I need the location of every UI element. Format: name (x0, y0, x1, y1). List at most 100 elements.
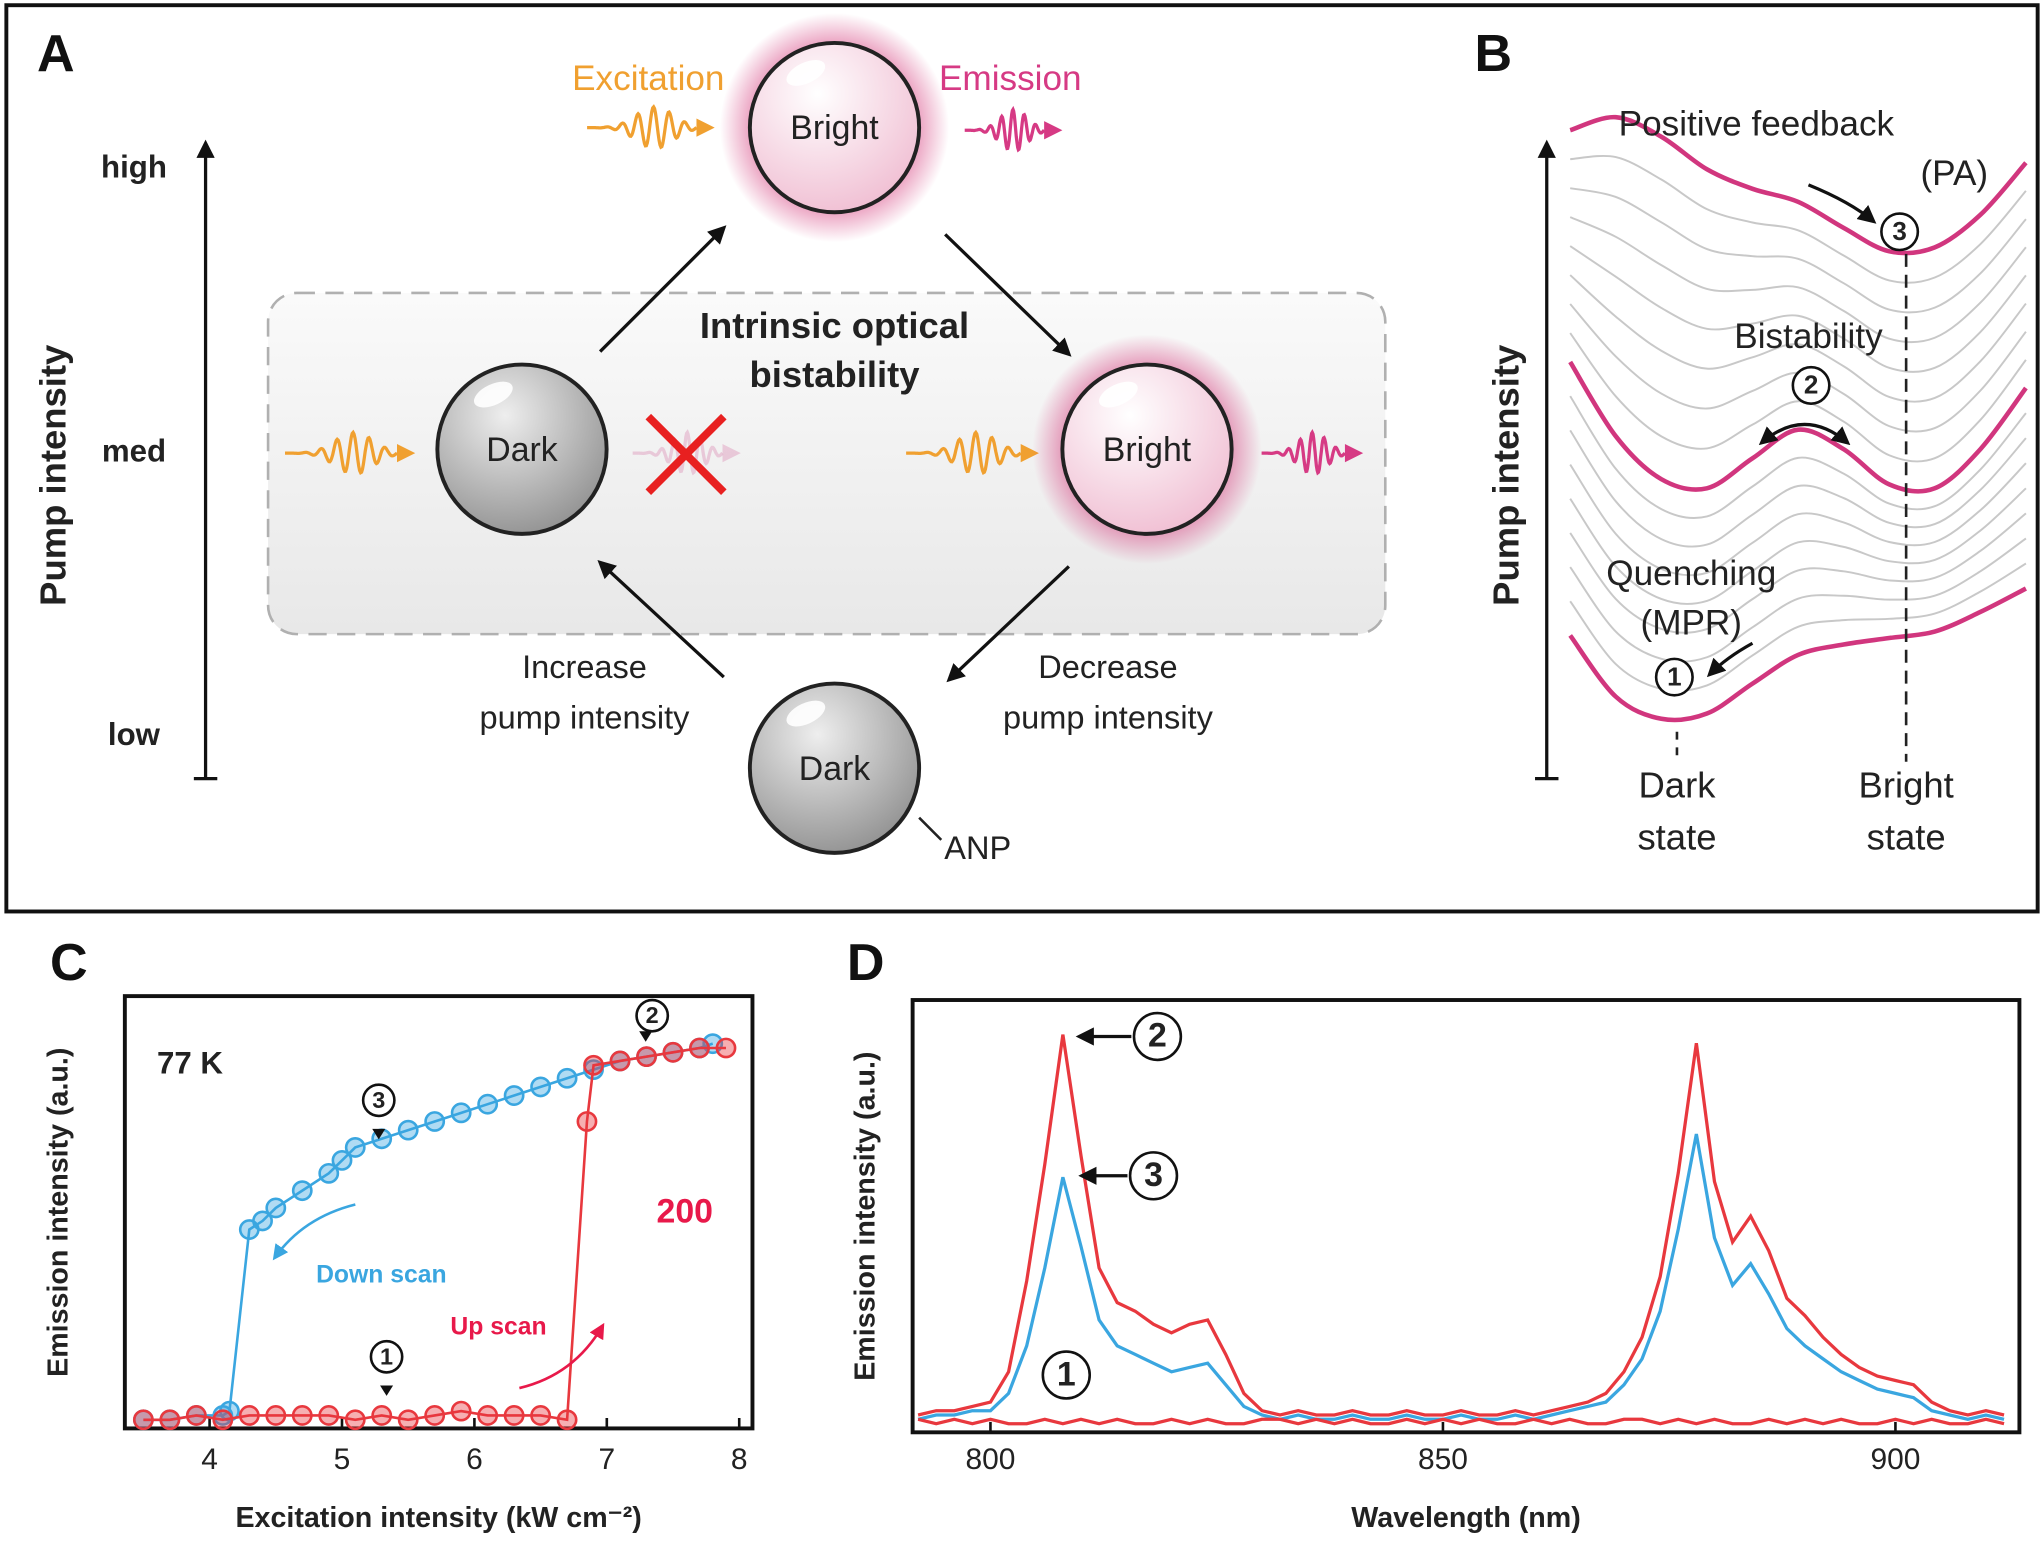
decrease-label: Decrease (1038, 649, 1177, 685)
leader (918, 816, 943, 841)
cross (645, 413, 727, 495)
scan-point (331, 1149, 353, 1171)
scan-point (583, 1054, 604, 1076)
scan-point (344, 1409, 366, 1431)
x-tick-label: 7 (598, 1443, 615, 1476)
scan-point (397, 1409, 419, 1431)
scan-point (715, 1037, 737, 1059)
wave (285, 429, 398, 475)
wave-head (1020, 444, 1039, 463)
landscape-curve (1569, 537, 2027, 663)
landscape-curve (1569, 216, 2027, 344)
level-label: med (102, 433, 166, 468)
step-circle (1654, 657, 1694, 697)
scan-point (503, 1085, 525, 1106)
scan-point (503, 1405, 525, 1426)
spectrum (917, 1133, 2005, 1421)
double-arrow (1758, 423, 1851, 446)
spectrum (917, 1417, 2005, 1426)
scan-point (530, 1405, 552, 1426)
scan-point (556, 1409, 578, 1431)
landscape-highlight (1569, 114, 2028, 256)
scan-point (318, 1405, 340, 1426)
step-number: 2 (646, 1002, 659, 1028)
scan-point (689, 1037, 710, 1059)
x-tick-label: 6 (466, 1443, 483, 1476)
panel-label: C (50, 934, 88, 992)
transition-arrow (944, 233, 1072, 357)
scan-point (576, 1111, 598, 1132)
step-number: 2 (1148, 1017, 1167, 1055)
scan-point (424, 1111, 446, 1132)
annotation: 200 (657, 1193, 713, 1231)
landscape-curve (1569, 429, 2027, 548)
sphere-highlight (1098, 381, 1138, 408)
step-number: 3 (1892, 216, 1906, 246)
step-circle (361, 1083, 396, 1118)
state-label: Bright (1859, 764, 1954, 805)
scan-point (397, 1119, 419, 1141)
wave (906, 429, 1022, 475)
step-number: 2 (1804, 370, 1818, 400)
sphere-label: Dark (799, 750, 871, 788)
x-axis-label: Wavelength (nm) (1351, 1502, 1581, 1534)
panel-label: B (1475, 25, 1513, 83)
transition-arrow (597, 560, 725, 679)
transition-arrow (598, 225, 727, 353)
landscape-curve (1569, 512, 2027, 634)
emission-label: Emission (939, 59, 1082, 98)
sphere-highlight (473, 381, 513, 408)
scan-point (609, 1050, 631, 1072)
scan-point (159, 1409, 181, 1431)
landscape-curve (1569, 332, 2027, 463)
scan-point (344, 1137, 366, 1158)
scan-point (291, 1180, 313, 1202)
y-axis-label: Emission intensity (a.u.) (850, 1052, 882, 1381)
wave (632, 429, 724, 476)
increase-label: Increase (522, 649, 647, 685)
box-title: Intrinsic optical (700, 305, 969, 346)
landscape-curve (1569, 462, 2027, 577)
scan-point (450, 1102, 472, 1124)
increase-label: pump intensity (480, 700, 691, 736)
scan-point (636, 1046, 657, 1068)
step-number: 1 (1057, 1355, 1076, 1393)
state-label: state (1637, 816, 1716, 857)
scan-point (265, 1405, 287, 1426)
x-tick-label: 8 (731, 1443, 748, 1476)
step-number: 3 (372, 1087, 385, 1113)
panel-label: D (847, 934, 885, 992)
scan-point (252, 1210, 273, 1232)
feedback-label: Positive feedback (1619, 105, 1895, 144)
sphere-label: Bright (1103, 431, 1192, 469)
x-axis-label: Excitation intensity (kW cm⁻²) (235, 1502, 641, 1534)
wave (587, 104, 698, 150)
scan-point (424, 1405, 446, 1426)
state-label: Dark (1638, 764, 1716, 805)
step-circle (1132, 1011, 1183, 1062)
x-tick-label: 900 (1870, 1443, 1920, 1476)
scan-arrow (519, 1322, 605, 1390)
wave-head (1044, 121, 1063, 140)
scan-point (291, 1405, 313, 1426)
step-number: 1 (380, 1343, 393, 1369)
scan-line (143, 1046, 726, 1422)
panel-frame (4, 3, 2040, 914)
landscape-curve (1569, 245, 2027, 373)
x-tick-label: 850 (1418, 1443, 1468, 1476)
wave (964, 105, 1046, 153)
wave-head (722, 444, 741, 463)
scan-point (477, 1405, 499, 1426)
wave-head (396, 444, 416, 463)
scan-point (556, 1067, 578, 1089)
scan-point (530, 1076, 552, 1098)
spectrum (917, 1034, 2005, 1417)
x-tick-label: 4 (201, 1443, 218, 1476)
landscape-curve (1569, 562, 2027, 692)
level-label: low (108, 717, 161, 752)
wave (1261, 429, 1347, 476)
plot-box (910, 998, 2022, 1435)
scan-point (371, 1405, 393, 1426)
step-circle (1791, 365, 1831, 405)
